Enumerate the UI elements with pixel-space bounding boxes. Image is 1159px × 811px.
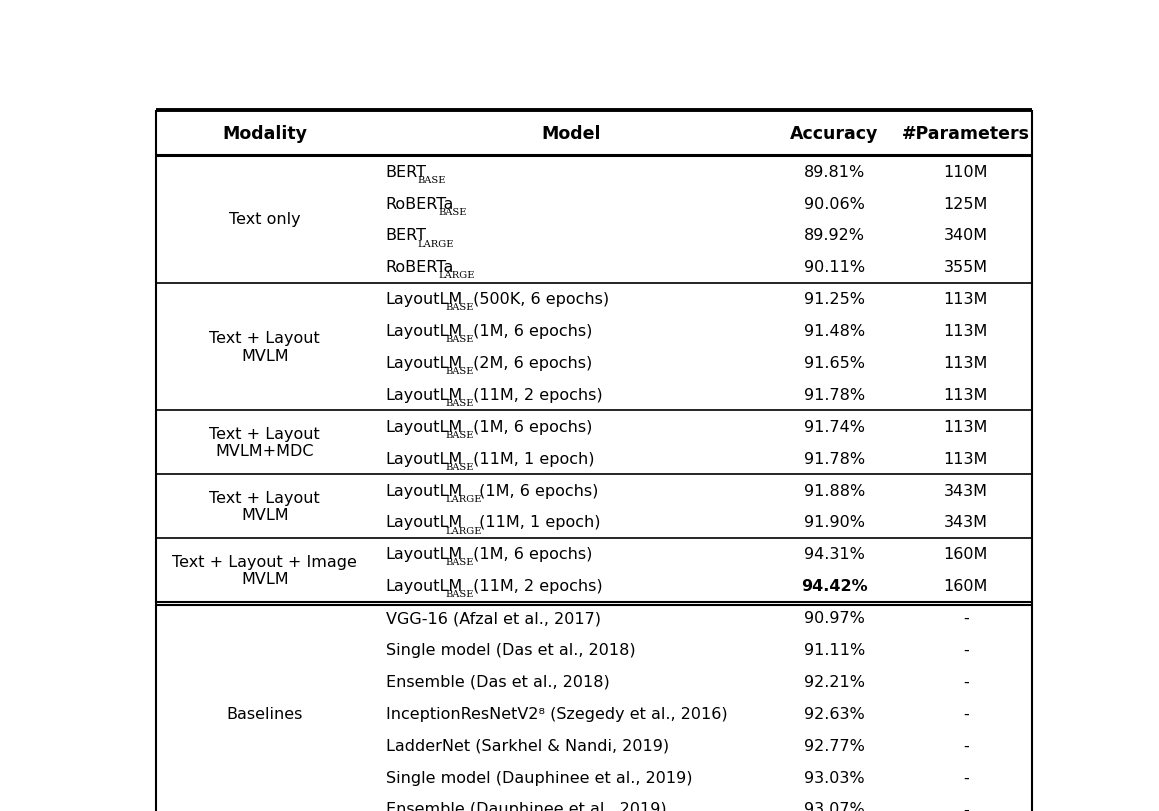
Text: 113M: 113M xyxy=(943,451,987,466)
Text: RoBERTa: RoBERTa xyxy=(386,260,454,275)
Text: (1M, 6 epochs): (1M, 6 epochs) xyxy=(474,483,598,498)
Text: (1M, 6 epochs): (1M, 6 epochs) xyxy=(467,324,592,339)
Text: -: - xyxy=(963,611,969,625)
Text: 91.11%: 91.11% xyxy=(803,642,865,657)
Text: LayoutLM: LayoutLM xyxy=(386,547,462,561)
Text: LayoutLM: LayoutLM xyxy=(386,578,462,594)
Text: 160M: 160M xyxy=(943,578,987,594)
Text: 91.25%: 91.25% xyxy=(803,292,865,307)
Text: 91.74%: 91.74% xyxy=(803,419,865,434)
Text: 91.78%: 91.78% xyxy=(803,388,865,402)
Text: 94.31%: 94.31% xyxy=(804,547,865,561)
Text: BASE: BASE xyxy=(445,558,474,567)
Text: Baselines: Baselines xyxy=(227,706,302,721)
Text: LARGE: LARGE xyxy=(445,526,482,535)
Text: LayoutLM: LayoutLM xyxy=(386,515,462,530)
Text: LayoutLM: LayoutLM xyxy=(386,292,462,307)
Text: 340M: 340M xyxy=(943,228,987,243)
Text: -: - xyxy=(963,706,969,721)
Text: LayoutLM: LayoutLM xyxy=(386,355,462,371)
Text: LadderNet (Sarkhel & Nandi, 2019): LadderNet (Sarkhel & Nandi, 2019) xyxy=(386,738,669,753)
Text: LayoutLM: LayoutLM xyxy=(386,388,462,402)
Text: LayoutLM: LayoutLM xyxy=(386,419,462,434)
Text: 355M: 355M xyxy=(943,260,987,275)
Text: 94.42%: 94.42% xyxy=(801,578,868,594)
Text: BASE: BASE xyxy=(445,367,474,375)
Text: BERT: BERT xyxy=(386,228,427,243)
Text: BASE: BASE xyxy=(417,175,446,185)
Text: Text + Layout
MVLM: Text + Layout MVLM xyxy=(210,490,320,522)
Text: 91.90%: 91.90% xyxy=(803,515,865,530)
Text: VGG-16 (Afzal et al., 2017): VGG-16 (Afzal et al., 2017) xyxy=(386,611,600,625)
Text: -: - xyxy=(963,674,969,689)
Text: BASE: BASE xyxy=(445,303,474,312)
Text: 92.77%: 92.77% xyxy=(804,738,865,753)
Text: #Parameters: #Parameters xyxy=(902,125,1030,143)
Text: 125M: 125M xyxy=(943,196,987,212)
Text: 110M: 110M xyxy=(943,165,989,179)
Text: Modality: Modality xyxy=(223,125,307,143)
Text: LayoutLM: LayoutLM xyxy=(386,483,462,498)
Text: 91.65%: 91.65% xyxy=(803,355,865,371)
Text: BASE: BASE xyxy=(445,335,474,344)
Text: 91.48%: 91.48% xyxy=(803,324,865,339)
Text: -: - xyxy=(963,770,969,784)
Text: Ensemble (Das et al., 2018): Ensemble (Das et al., 2018) xyxy=(386,674,610,689)
Text: BASE: BASE xyxy=(445,398,474,407)
Text: Text + Layout
MVLM+MDC: Text + Layout MVLM+MDC xyxy=(210,427,320,459)
Text: 343M: 343M xyxy=(943,515,987,530)
Text: 90.06%: 90.06% xyxy=(804,196,865,212)
Text: 93.03%: 93.03% xyxy=(804,770,865,784)
Text: (11M, 1 epoch): (11M, 1 epoch) xyxy=(467,451,595,466)
Text: -: - xyxy=(963,738,969,753)
Text: 91.88%: 91.88% xyxy=(803,483,865,498)
Text: 92.21%: 92.21% xyxy=(803,674,865,689)
Text: LARGE: LARGE xyxy=(417,239,454,248)
Text: Text only: Text only xyxy=(229,212,300,227)
Text: BASE: BASE xyxy=(445,590,474,599)
Text: (11M, 1 epoch): (11M, 1 epoch) xyxy=(474,515,600,530)
Text: 90.11%: 90.11% xyxy=(803,260,865,275)
Text: Text + Layout
MVLM: Text + Layout MVLM xyxy=(210,331,320,363)
Text: Model: Model xyxy=(541,125,602,143)
Text: 113M: 113M xyxy=(943,419,987,434)
Text: 113M: 113M xyxy=(943,292,987,307)
Text: Accuracy: Accuracy xyxy=(790,125,879,143)
Text: InceptionResNetV2⁸ (Szegedy et al., 2016): InceptionResNetV2⁸ (Szegedy et al., 2016… xyxy=(386,706,727,721)
Text: Single model (Das et al., 2018): Single model (Das et al., 2018) xyxy=(386,642,635,657)
Text: 113M: 113M xyxy=(943,324,987,339)
Text: (500K, 6 epochs): (500K, 6 epochs) xyxy=(467,292,608,307)
Text: RoBERTa: RoBERTa xyxy=(386,196,454,212)
Text: 160M: 160M xyxy=(943,547,987,561)
Text: -: - xyxy=(963,642,969,657)
Text: LARGE: LARGE xyxy=(445,494,482,503)
Text: Single model (Dauphinee et al., 2019): Single model (Dauphinee et al., 2019) xyxy=(386,770,692,784)
Text: BASE: BASE xyxy=(445,462,474,471)
Text: (11M, 2 epochs): (11M, 2 epochs) xyxy=(467,388,603,402)
Text: LayoutLM: LayoutLM xyxy=(386,451,462,466)
Text: -: - xyxy=(963,801,969,811)
Text: (1M, 6 epochs): (1M, 6 epochs) xyxy=(467,419,592,434)
Text: LayoutLM: LayoutLM xyxy=(386,324,462,339)
Text: 89.92%: 89.92% xyxy=(803,228,865,243)
Text: 113M: 113M xyxy=(943,388,987,402)
Text: (11M, 2 epochs): (11M, 2 epochs) xyxy=(467,578,603,594)
Text: (2M, 6 epochs): (2M, 6 epochs) xyxy=(467,355,592,371)
Text: 343M: 343M xyxy=(943,483,987,498)
Text: BASE: BASE xyxy=(445,431,474,440)
Text: BASE: BASE xyxy=(438,208,467,217)
Text: LARGE: LARGE xyxy=(438,271,475,280)
Text: 92.63%: 92.63% xyxy=(804,706,865,721)
Text: Text + Layout + Image
MVLM: Text + Layout + Image MVLM xyxy=(173,554,357,586)
Text: 113M: 113M xyxy=(943,355,987,371)
Text: BERT: BERT xyxy=(386,165,427,179)
Text: 89.81%: 89.81% xyxy=(803,165,865,179)
Text: 93.07%: 93.07% xyxy=(804,801,865,811)
Text: (1M, 6 epochs): (1M, 6 epochs) xyxy=(467,547,592,561)
Text: 91.78%: 91.78% xyxy=(803,451,865,466)
Text: Ensemble (Dauphinee et al., 2019): Ensemble (Dauphinee et al., 2019) xyxy=(386,801,666,811)
Text: 90.97%: 90.97% xyxy=(804,611,865,625)
